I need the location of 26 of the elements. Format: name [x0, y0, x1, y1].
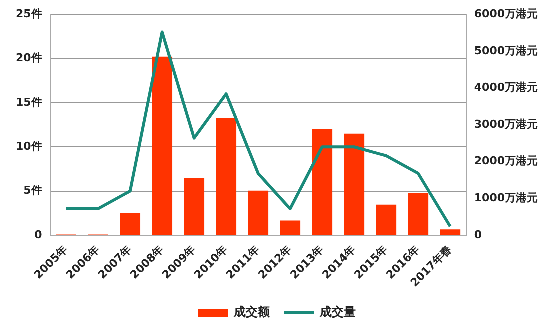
y2-tick-label: 3000万港元 — [474, 118, 538, 131]
bar — [248, 190, 269, 236]
legend-label: 成交量 — [319, 305, 356, 320]
y2-tick-label: 4000万港元 — [474, 81, 538, 94]
bar — [440, 230, 461, 236]
y2-tick-label: 2000万港元 — [474, 154, 538, 168]
y-tick-label: 20件 — [16, 52, 42, 65]
y-tick-label: 15件 — [16, 96, 42, 109]
bar — [184, 178, 205, 236]
y2-tick-label: 6000万港元 — [474, 7, 538, 20]
y2-tick-label: 5000万港元 — [474, 44, 538, 58]
y2-tick-label: 0 — [474, 228, 482, 242]
bar — [280, 220, 301, 236]
y-tick-label: 0 — [34, 228, 43, 242]
y-tick-label: 5件 — [24, 184, 42, 198]
bar — [376, 204, 397, 236]
bar — [216, 118, 237, 236]
bar — [408, 193, 429, 236]
bar — [120, 213, 141, 236]
bar — [312, 129, 333, 236]
y-tick-label: 25件 — [16, 7, 42, 20]
legend-label: 成交额 — [233, 305, 271, 320]
bar — [344, 134, 365, 236]
bar — [152, 56, 173, 236]
y-tick-label: 10件 — [16, 140, 42, 153]
y2-tick-label: 1000万港元 — [474, 192, 538, 205]
